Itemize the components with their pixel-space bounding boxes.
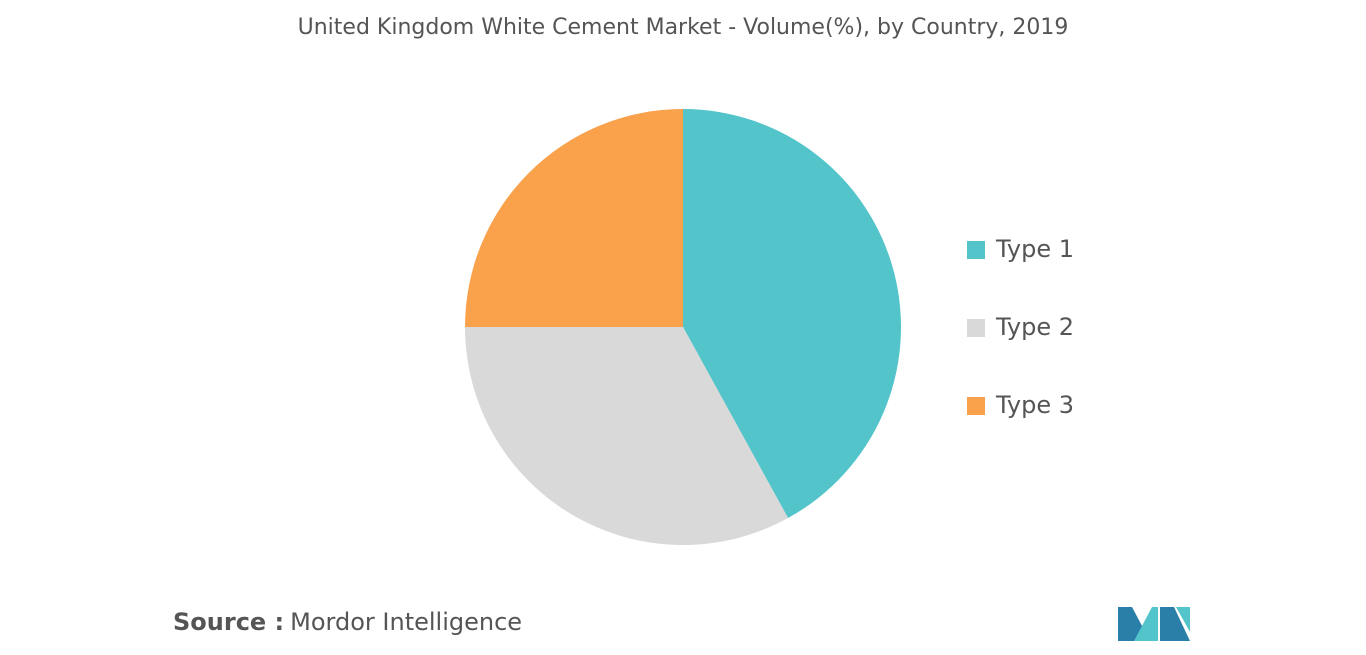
legend-label: Type 1 <box>995 235 1074 263</box>
pie-slice <box>683 109 901 519</box>
legend-swatch <box>967 397 985 415</box>
legend-swatch <box>967 319 985 337</box>
source-label: Source : <box>173 608 284 636</box>
pie-slice <box>465 327 789 546</box>
legend-label: Type 3 <box>995 391 1074 419</box>
legend-label: Type 2 <box>995 313 1074 341</box>
logo <box>1118 607 1190 641</box>
pie-slice <box>465 109 683 327</box>
chart-title: United Kingdom White Cement Market - Vol… <box>298 15 1069 40</box>
source-name: Mordor Intelligence <box>290 608 522 636</box>
source-text: Source : Mordor Intelligence <box>173 608 522 636</box>
legend-swatch <box>967 241 985 259</box>
